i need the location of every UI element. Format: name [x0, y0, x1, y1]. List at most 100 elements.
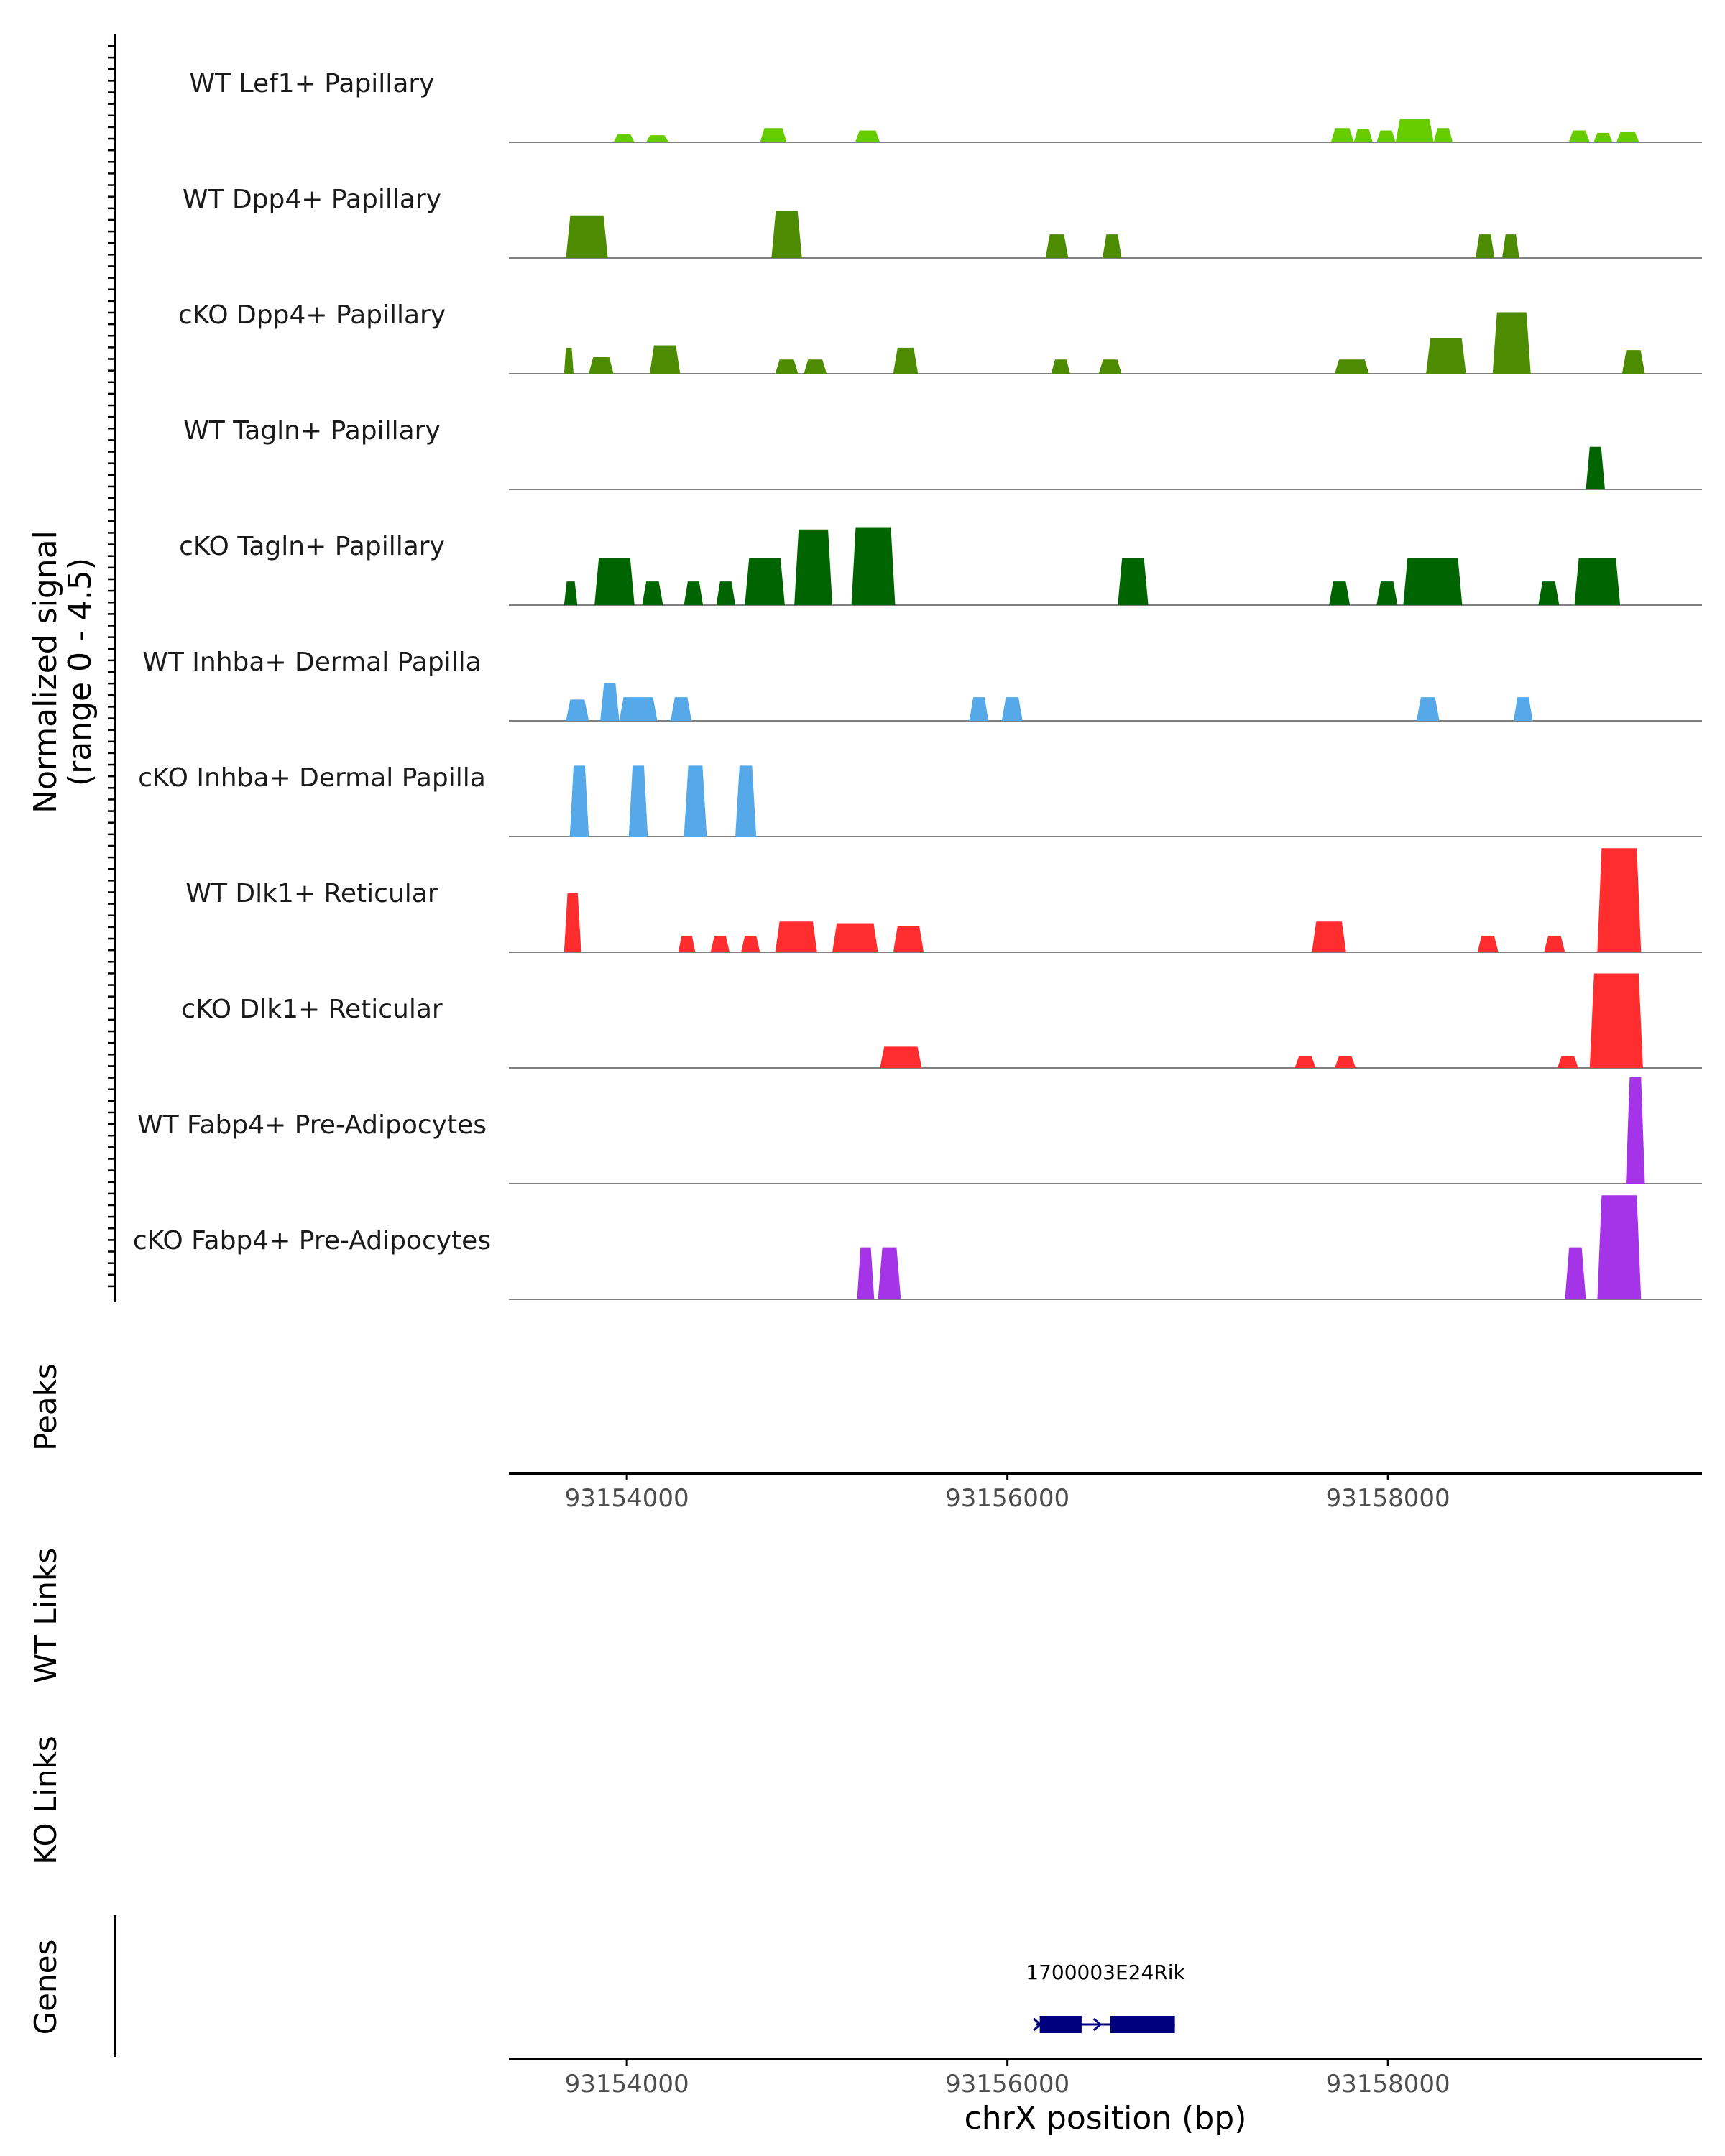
signal-block [1376, 581, 1398, 605]
signal-block [671, 697, 692, 721]
signal-block [1330, 128, 1354, 142]
signal-block [775, 359, 799, 374]
strand-arrow-icon [1092, 2017, 1103, 2032]
signal-block [1538, 581, 1560, 605]
wt-links-panel-title: WT Links [28, 1548, 63, 1683]
signal-block [1622, 350, 1645, 374]
signal-block [564, 347, 574, 374]
signal-block [566, 215, 608, 258]
coverage-track: WT Dpp4+ Papillary [183, 185, 1702, 259]
signal-block [740, 935, 760, 952]
signal-block [1335, 359, 1369, 374]
signal-block [1565, 1247, 1586, 1299]
signal-block [1403, 558, 1463, 605]
signal-block [1589, 973, 1643, 1068]
signal-block [1475, 234, 1495, 258]
track-label: WT Tagln+ Papillary [183, 416, 441, 446]
signal-block [710, 935, 730, 952]
signal-block [1433, 128, 1453, 142]
track-label: cKO Dlk1+ Reticular [181, 995, 443, 1024]
signal-block [855, 130, 880, 142]
signal-block [1616, 132, 1639, 142]
signal-block [1103, 234, 1122, 258]
signal-block [642, 581, 663, 605]
signal-block [1045, 234, 1069, 258]
y-axis-title-line1: Normalized signal [27, 530, 64, 814]
gene-exon [1110, 2016, 1175, 2033]
signal-block [1574, 558, 1621, 605]
signal-block [969, 697, 989, 721]
track-label: WT Fabp4+ Pre-Adipocytes [137, 1110, 487, 1140]
genes-x-axis-ticks: 93154000 93156000 93158000 [565, 2059, 1450, 2099]
x-tick-label: 93156000 [945, 2070, 1070, 2099]
signal-block [1426, 338, 1466, 374]
strand-arrow-icon [1166, 2017, 1175, 2032]
signal-block [1597, 848, 1642, 952]
signal-block [1294, 1056, 1316, 1068]
signal-block [628, 765, 648, 837]
signal-block [589, 356, 614, 374]
y-axis-title-line2: (range 0 - 4.5) [62, 558, 98, 786]
signal-block [1335, 1056, 1356, 1068]
track-label: cKO Tagln+ Papillary [179, 532, 445, 561]
x-tick-label: 93158000 [1326, 1484, 1450, 1513]
signal-block [1597, 1195, 1642, 1299]
signal-block [564, 581, 578, 605]
track-label: WT Dlk1+ Reticular [185, 879, 438, 908]
signal-block [684, 765, 707, 837]
peaks-panel-title: Peaks [28, 1363, 63, 1451]
signal-block [1568, 130, 1590, 142]
signal-block [1544, 935, 1565, 952]
signal-block [794, 529, 833, 605]
signal-y-axis [108, 34, 116, 1302]
signal-block [600, 683, 620, 721]
signal-block [564, 893, 581, 952]
signal-block [1051, 359, 1071, 374]
signal-block [716, 581, 736, 605]
strand-arrow-icon [1033, 2017, 1042, 2032]
signal-block [804, 359, 827, 374]
x-tick-label: 93156000 [945, 1484, 1070, 1513]
gene-exon [1039, 2016, 1082, 2033]
signal-block [880, 1046, 922, 1068]
signal-block [878, 1247, 901, 1299]
signal-block [851, 527, 896, 605]
coverage-tracks: WT Lef1+ Papillary WT Dpp4+ Papillary cKO … [133, 69, 1702, 1300]
signal-block [832, 923, 878, 952]
track-label: cKO Dpp4+ Papillary [178, 300, 446, 330]
track-label: WT Inhba+ Dermal Papilla [142, 648, 481, 677]
signal-block [1586, 446, 1605, 489]
signal-block [771, 211, 802, 258]
signal-block [1416, 697, 1440, 721]
signal-block [594, 558, 635, 605]
signal-block [857, 1247, 875, 1299]
signal-block [1492, 312, 1531, 374]
coverage-track: cKO Fabp4+ Pre-Adipocytes [133, 1195, 1702, 1300]
x-tick-label: 93154000 [565, 1484, 689, 1513]
signal-block [684, 581, 704, 605]
signal-block [1312, 921, 1346, 952]
coverage-track: WT Tagln+ Papillary [183, 416, 1702, 490]
signal-block [1001, 697, 1023, 721]
signal-block [735, 765, 757, 837]
signal-block [1593, 132, 1613, 142]
signal-block [1557, 1056, 1578, 1068]
track-label: cKO Inhba+ Dermal Papilla [138, 763, 486, 793]
coverage-track: cKO Dpp4+ Papillary [178, 300, 1702, 374]
coverage-track: WT Inhba+ Dermal Papilla [142, 648, 1702, 722]
gene-annotations: 1700003E24Rik [1026, 1961, 1186, 2033]
signal-block [1376, 130, 1396, 142]
track-label: WT Lef1+ Papillary [190, 69, 435, 98]
signal-block [1395, 119, 1434, 142]
signal-block [745, 558, 785, 605]
coverage-track: WT Lef1+ Papillary [190, 69, 1702, 143]
signal-block [619, 697, 658, 721]
track-label: cKO Fabp4+ Pre-Adipocytes [133, 1226, 491, 1256]
signal-block [678, 935, 696, 952]
peaks-x-axis-ticks: 93154000 93156000 93158000 [565, 1473, 1450, 1513]
gene-name-label: 1700003E24Rik [1026, 1961, 1185, 1984]
signal-block [760, 128, 787, 142]
ko-links-panel-title: KO Links [28, 1736, 63, 1865]
signal-block [1513, 697, 1533, 721]
